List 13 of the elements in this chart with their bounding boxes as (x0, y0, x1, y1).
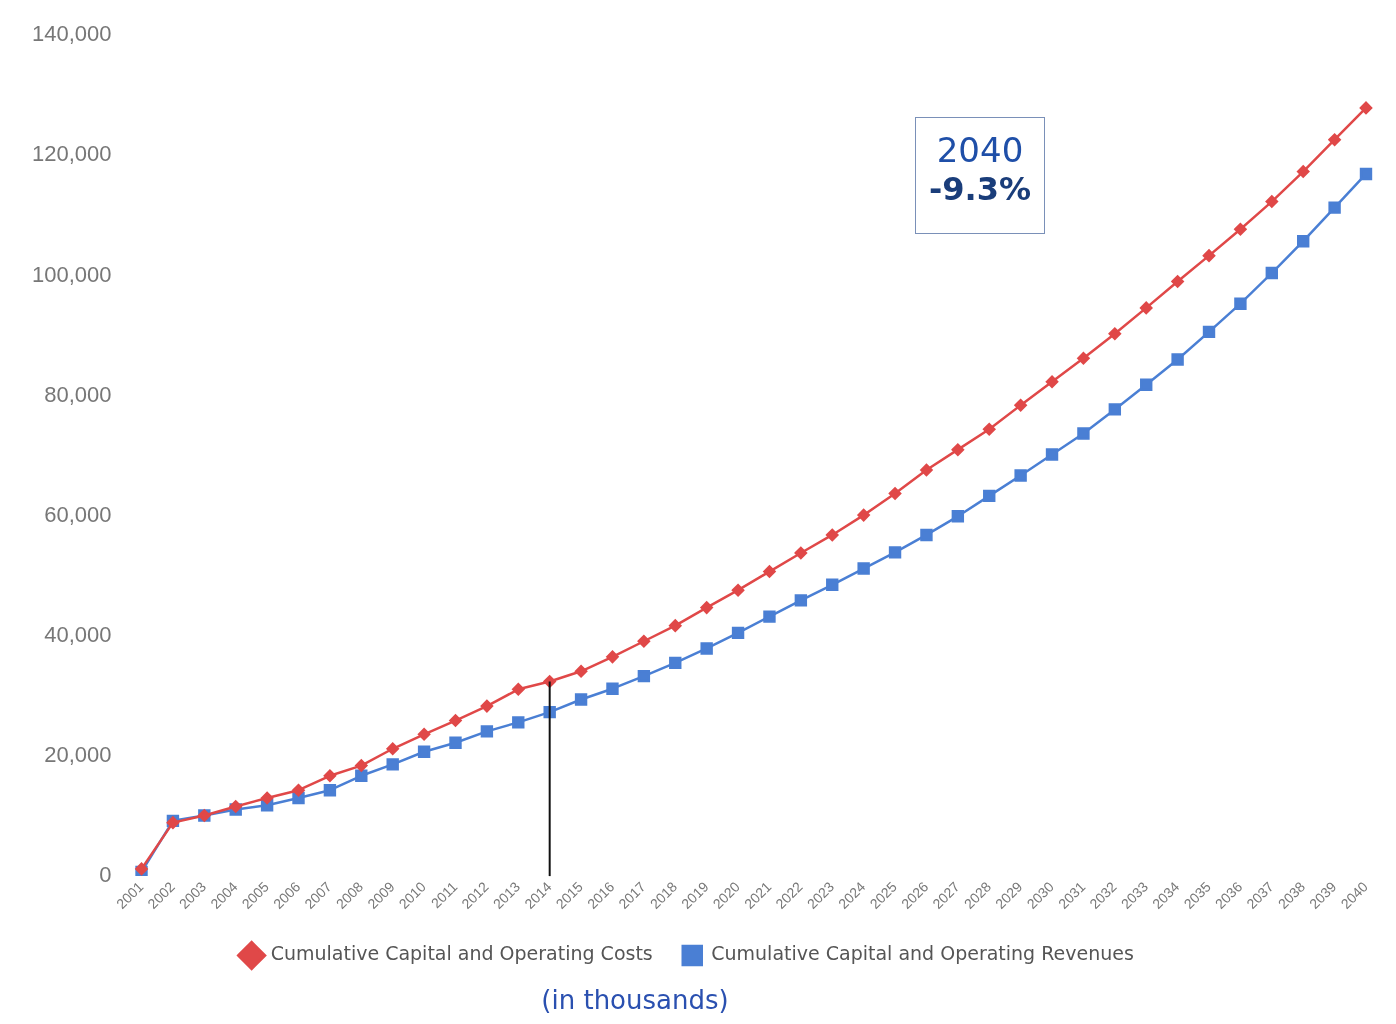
y-tick-label: 80,000 (44, 381, 112, 407)
y-tick-label: 40,000 (44, 621, 112, 647)
y-tick-label: 60,000 (44, 501, 112, 527)
legend-label: Cumulative Capital and Operating Revenues (711, 942, 1134, 965)
annotation: 2040 (935, 130, 1025, 170)
y-tick-label: 120,000 (31, 141, 112, 167)
annotation: -9.3% (928, 170, 1032, 208)
legend-label: Cumulative Capital and Operating Costs (270, 942, 653, 965)
y-tick-label: 20,000 (44, 742, 112, 768)
y-tick-label: 140,000 (31, 21, 112, 47)
y-tick-label: 0 (99, 862, 112, 888)
text: (in thousands) (540, 985, 730, 1015)
y-tick-label: 100,000 (31, 261, 112, 287)
